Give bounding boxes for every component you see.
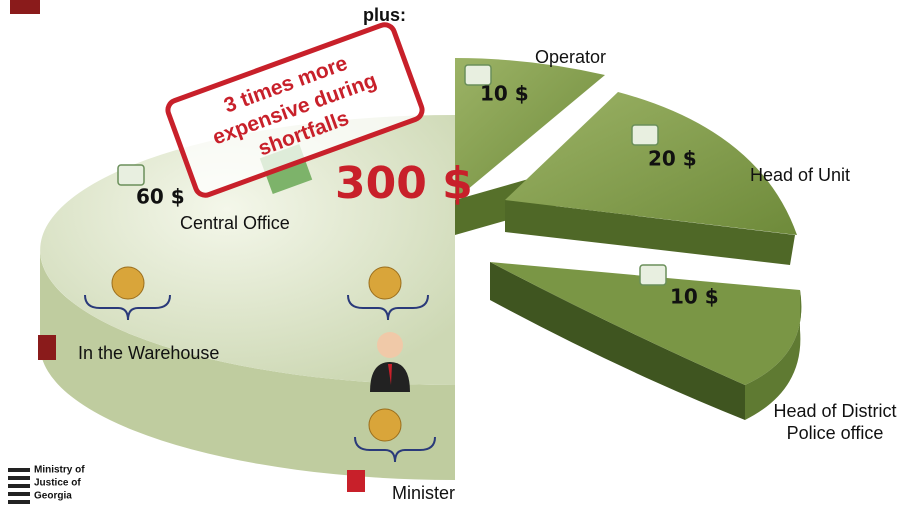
logo-mark — [8, 468, 30, 504]
chair-icon — [347, 470, 365, 492]
stamp-border — [165, 22, 425, 198]
label: Operator — [535, 47, 606, 67]
slice-district-side — [490, 262, 745, 420]
amount: 60 $ — [136, 185, 185, 209]
logo-text: Georgia — [34, 491, 72, 502]
person-icon — [370, 332, 410, 392]
amount: 10 $ — [670, 285, 719, 309]
label: Central Office — [180, 213, 290, 233]
amount: 20 $ — [648, 147, 697, 171]
label: Head of Unit — [750, 165, 850, 185]
logo-text: Ministry of — [34, 465, 85, 476]
slice-district-front — [745, 290, 802, 420]
passport-icon — [38, 335, 56, 360]
pie-side — [40, 250, 455, 480]
slice-unit — [505, 92, 797, 235]
slice-operator — [455, 58, 605, 200]
amount: 10 $ — [480, 82, 529, 106]
label: Head of District — [773, 401, 896, 421]
envelope-icons — [117, 64, 667, 286]
label: Minister — [392, 483, 455, 503]
stamp: 3 times more expensive during shortfalls — [165, 22, 425, 198]
slice-unit-side — [505, 200, 795, 265]
passport-icon — [10, 0, 40, 14]
header-text: plus: — [363, 5, 406, 25]
label: Police office — [787, 423, 884, 443]
bag-icons — [111, 266, 402, 442]
braces — [84, 294, 436, 463]
total: 300 $ — [335, 158, 473, 209]
logo-text: Justice of — [34, 478, 81, 489]
label: In the Warehouse — [78, 343, 219, 363]
slice-district — [490, 262, 802, 385]
